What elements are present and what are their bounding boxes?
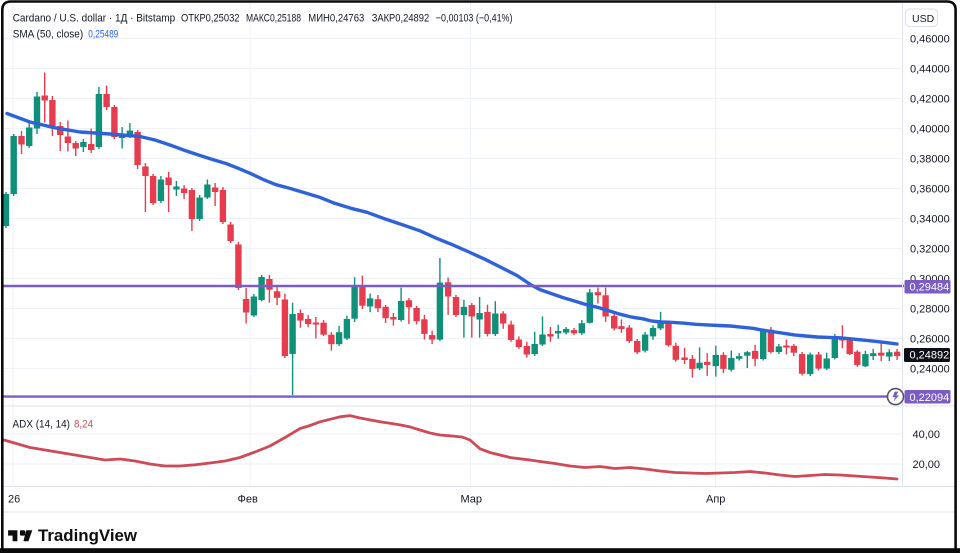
- svg-text:0,40000: 0,40000: [910, 124, 950, 136]
- svg-text:26: 26: [8, 494, 20, 506]
- svg-text:0,28000: 0,28000: [910, 304, 950, 316]
- svg-text:ЗАКР0,24892: ЗАКР0,24892: [372, 13, 430, 25]
- svg-text:−0,00103 (−0,41%): −0,00103 (−0,41%): [436, 13, 513, 25]
- svg-text:0,46000: 0,46000: [910, 34, 950, 46]
- svg-text:0,24000: 0,24000: [910, 364, 950, 376]
- svg-text:0,34000: 0,34000: [910, 214, 950, 226]
- svg-text:0,24892: 0,24892: [910, 350, 950, 362]
- svg-text:0,26000: 0,26000: [910, 334, 950, 346]
- svg-text:0,32000: 0,32000: [910, 244, 950, 256]
- svg-text:Мар: Мар: [461, 494, 483, 506]
- svg-text:Cardano / U.S. dollar · 1Д · B: Cardano / U.S. dollar · 1Д · Bitstamp: [13, 13, 176, 25]
- svg-text:Апр: Апр: [706, 494, 725, 506]
- svg-text:ADX (14, 14): ADX (14, 14): [13, 419, 71, 431]
- svg-text:0,25489: 0,25489: [88, 29, 118, 41]
- svg-text:USD: USD: [912, 13, 935, 25]
- svg-text:0,22094: 0,22094: [910, 392, 950, 404]
- svg-text:0,38000: 0,38000: [910, 154, 950, 166]
- svg-text:0,29484: 0,29484: [910, 282, 950, 294]
- svg-text:8,24: 8,24: [74, 419, 93, 431]
- svg-text:МИН0,24763: МИН0,24763: [308, 13, 364, 25]
- svg-text:SMA (50, close): SMA (50, close): [13, 29, 84, 41]
- svg-text:20,00: 20,00: [913, 459, 941, 471]
- svg-text:ОТКР0,25032: ОТКР0,25032: [181, 13, 240, 25]
- svg-text:Фев: Фев: [238, 494, 258, 506]
- svg-text:МАКС0,25188: МАКС0,25188: [246, 13, 301, 25]
- svg-text:0,44000: 0,44000: [910, 64, 950, 76]
- svg-text:40,00: 40,00: [913, 429, 941, 441]
- svg-text:TradingView: TradingView: [38, 527, 137, 545]
- svg-text:0,42000: 0,42000: [910, 94, 950, 106]
- svg-text:0,36000: 0,36000: [910, 184, 950, 196]
